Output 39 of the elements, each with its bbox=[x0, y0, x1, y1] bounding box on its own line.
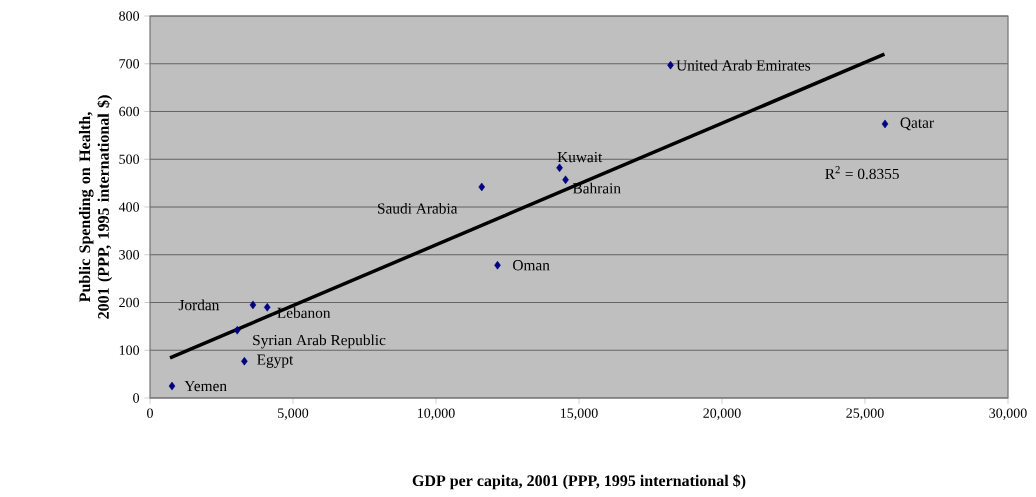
annotation: Saudi Arabia bbox=[378, 202, 458, 214]
annotation: Jordan bbox=[178, 299, 220, 311]
point bbox=[881, 119, 889, 129]
point bbox=[168, 381, 176, 391]
x-tick-label: 15,000 bbox=[560, 408, 598, 420]
y-tick-label: 300 bbox=[119, 250, 140, 260]
point bbox=[478, 182, 486, 192]
x-tick-label: 10,000 bbox=[417, 408, 455, 420]
point bbox=[249, 300, 257, 310]
x-tick-label: 20,000 bbox=[703, 408, 741, 420]
x-tick-label: 30,000 bbox=[989, 408, 1027, 420]
y-tick-label: 400 bbox=[118, 202, 140, 212]
point bbox=[494, 260, 501, 270]
y-tick-label: 800 bbox=[119, 11, 140, 21]
point bbox=[562, 175, 569, 185]
annotation: Yemen bbox=[184, 380, 227, 392]
point bbox=[263, 303, 271, 312]
y-axis-title: Public Spending on Health, 2001 (PPP, 1995 international $) bbox=[78, 95, 113, 319]
point bbox=[233, 325, 241, 335]
y-tick-label: 0 bbox=[133, 393, 140, 403]
y-tick-label: 700 bbox=[119, 59, 140, 69]
x-tick-label: 25,000 bbox=[846, 408, 884, 420]
annotation: United Arab Emirates bbox=[676, 59, 811, 71]
point bbox=[241, 356, 248, 366]
annotation: Egypt bbox=[257, 354, 294, 368]
annotation: Kuwait bbox=[557, 151, 603, 163]
y-tick-label: 600 bbox=[119, 106, 140, 117]
annotation: Oman bbox=[513, 260, 550, 271]
y-tick-label: 200 bbox=[119, 297, 140, 308]
x-tick-label: 5,000 bbox=[278, 408, 309, 420]
annotation: Syrian Arab Republic bbox=[253, 334, 386, 349]
point bbox=[556, 163, 563, 173]
y-tick-label: 100 bbox=[119, 345, 140, 355]
annotation: Qatar bbox=[900, 117, 934, 131]
y-tick-label: 500 bbox=[119, 154, 140, 164]
x-axis-title: GDP per capita, 2001 (PPP, 1995 international $) bbox=[412, 474, 746, 490]
annotation: R$^{2}$ = 0.8355 bbox=[825, 166, 899, 180]
point bbox=[667, 60, 674, 70]
x-tick-label: 0 bbox=[147, 408, 153, 418]
